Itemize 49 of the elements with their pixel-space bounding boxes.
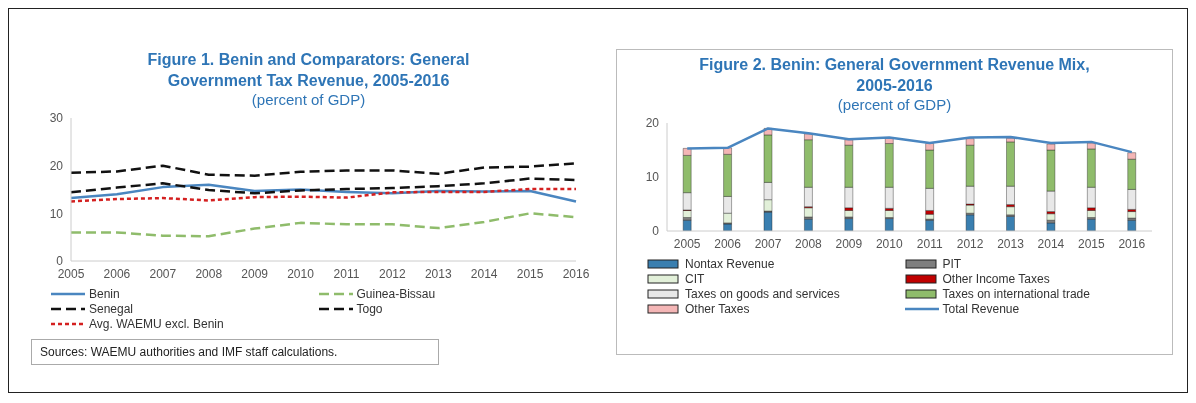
x-tick-label: 2016	[562, 266, 590, 281]
chart-title: Figure 1. Benin and Comparators: General Government Tax Revenue, 2005-2016	[146, 50, 471, 91]
x-tick-label: 2013	[997, 236, 1025, 251]
x-tick-label: 2005	[673, 236, 701, 251]
y-tick-label: 0	[56, 254, 64, 269]
source-note: Sources: WAEMU authorities and IMF staff calculations.	[31, 339, 439, 365]
y-tick-label: 20	[49, 158, 64, 173]
x-tick-label: 2006	[714, 236, 742, 251]
legend-label: Other Income Taxes	[942, 272, 1050, 286]
legend-label: CIT	[685, 272, 705, 286]
x-tick-label: 2010	[875, 236, 903, 251]
x-tick-label: 2006	[103, 266, 131, 281]
x-tick-label: 2007	[754, 236, 782, 251]
x-tick-label: 2009	[835, 236, 863, 251]
y-tick-label: 0	[652, 224, 660, 239]
y-tick-label: 10	[49, 206, 64, 221]
y-tick-label: 10	[645, 170, 660, 185]
x-tick-label: 2013	[424, 266, 452, 281]
legend-label: Togo	[356, 302, 383, 316]
x-tick-label: 2014	[470, 266, 498, 281]
legend-label: Taxes on international trade	[942, 287, 1090, 301]
legend-label: Avg. WAEMU excl. Benin	[89, 317, 224, 331]
legend-label: Senegal	[89, 302, 134, 316]
x-tick-label: 2016	[1118, 236, 1146, 251]
x-tick-label: 2011	[333, 266, 360, 281]
chart-subtitle: (percent of GDP)	[836, 96, 953, 113]
legend-label: Guinea-Bissau	[356, 287, 436, 301]
legend-label: PIT	[942, 257, 962, 271]
legend-label: Nontax Revenue	[685, 257, 775, 271]
x-tick-label: 2012	[379, 266, 407, 281]
x-tick-label: 2014	[1037, 236, 1065, 251]
y-tick-label: 20	[645, 116, 660, 131]
legend-label: Taxes on goods and services	[685, 287, 840, 301]
legend-label: Benin	[89, 287, 120, 301]
x-tick-label: 2008	[195, 266, 223, 281]
x-tick-label: 2009	[241, 266, 269, 281]
x-tick-label: 2012	[956, 236, 984, 251]
legend-label: Other Taxes	[685, 302, 750, 316]
x-tick-label: 2007	[149, 266, 177, 281]
chart-subtitle: (percent of GDP)	[250, 91, 367, 108]
legend-label: Total Revenue	[942, 302, 1020, 316]
x-tick-label: 2015	[1078, 236, 1106, 251]
chart-title: Figure 2. Benin: General Government Revenue Mix, 2005-2016	[698, 55, 1091, 96]
x-tick-label: 2005	[57, 266, 85, 281]
y-tick-label: 30	[49, 111, 64, 126]
x-tick-label: 2010	[287, 266, 315, 281]
x-tick-label: 2011	[916, 236, 943, 251]
x-tick-label: 2008	[795, 236, 823, 251]
x-tick-label: 2015	[516, 266, 544, 281]
